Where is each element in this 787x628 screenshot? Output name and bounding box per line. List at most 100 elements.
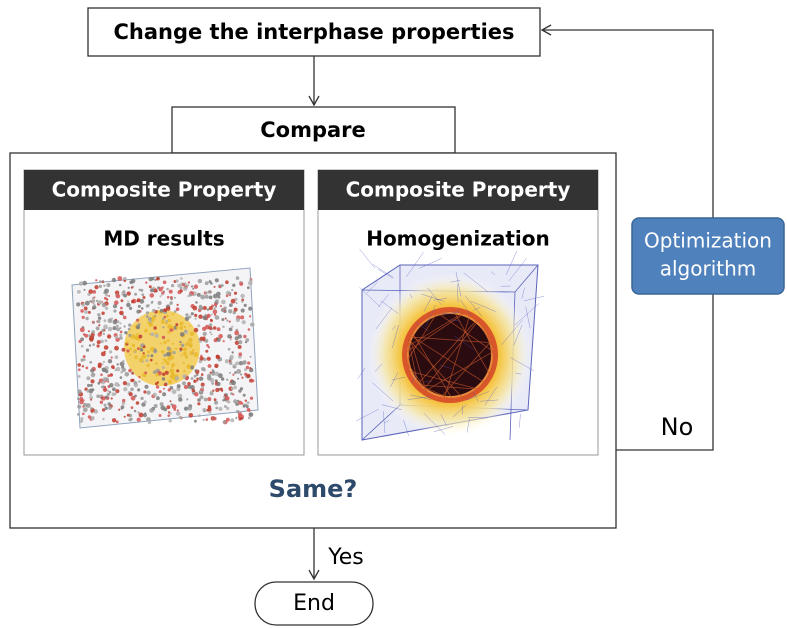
texture (418, 258, 442, 269)
texture (209, 390, 214, 395)
texture (440, 340, 492, 399)
texture (144, 384, 149, 389)
texture (131, 299, 135, 304)
texture (124, 372, 130, 377)
texture (198, 305, 204, 310)
texture (249, 315, 252, 318)
texture (82, 407, 88, 413)
texture (216, 327, 221, 332)
texture (198, 414, 201, 417)
texture (175, 323, 179, 327)
texture (92, 290, 97, 294)
texture (513, 324, 523, 346)
texture (112, 387, 116, 392)
texture (240, 308, 245, 313)
texture (104, 288, 109, 294)
texture (163, 315, 167, 319)
texture (176, 303, 179, 306)
texture (103, 324, 108, 330)
texture (233, 385, 237, 390)
texture (119, 336, 123, 340)
texture (120, 306, 123, 310)
texture (116, 363, 119, 366)
texture (481, 374, 490, 387)
texture (437, 312, 495, 353)
texture (239, 282, 244, 286)
texture (138, 375, 141, 379)
texture (212, 326, 217, 330)
texture (145, 281, 148, 284)
texture (150, 332, 155, 337)
texture (238, 340, 243, 345)
texture (241, 402, 244, 405)
texture (92, 321, 95, 324)
texture (116, 324, 119, 328)
texture (163, 340, 167, 345)
texture (102, 417, 105, 421)
panel-header (318, 170, 598, 210)
panel-title: MD results (103, 227, 224, 251)
texture (183, 369, 186, 373)
texture (424, 350, 495, 392)
texture (160, 293, 164, 296)
texture (151, 277, 155, 281)
texture (103, 345, 109, 350)
texture (142, 352, 145, 355)
texture (88, 344, 92, 347)
texture (117, 276, 123, 281)
homogenization-image (356, 248, 545, 441)
texture (84, 310, 88, 314)
texture (89, 395, 93, 400)
texture (232, 283, 236, 287)
texture (114, 345, 119, 351)
texture (205, 291, 209, 295)
texture (159, 295, 162, 298)
texture (200, 390, 203, 393)
texture (130, 335, 135, 339)
texture (103, 403, 107, 407)
texture (122, 360, 125, 363)
texture (215, 299, 219, 303)
texture (80, 309, 84, 313)
texture (193, 379, 197, 383)
texture (106, 392, 111, 396)
texture (197, 278, 203, 284)
texture (97, 316, 102, 320)
texture (213, 285, 216, 288)
texture (204, 313, 207, 316)
texture (214, 363, 219, 368)
texture (119, 330, 123, 334)
texture (89, 337, 94, 342)
texture (221, 299, 226, 305)
texture (121, 401, 126, 405)
texture (409, 336, 427, 393)
texture (159, 308, 164, 313)
texture (178, 397, 183, 402)
texture (206, 356, 211, 361)
texture (208, 326, 213, 330)
texture (205, 418, 209, 421)
texture (408, 339, 419, 386)
texture (116, 327, 120, 332)
texture (171, 284, 175, 288)
texture (166, 346, 171, 351)
texture (150, 301, 153, 305)
texture (244, 372, 248, 376)
texture (149, 288, 155, 293)
texture (104, 406, 108, 410)
texture (167, 411, 171, 414)
texture (127, 327, 131, 331)
texture (234, 330, 240, 336)
texture (190, 312, 194, 316)
texture (501, 319, 523, 345)
texture (237, 399, 240, 403)
texture (77, 363, 81, 367)
texture (147, 354, 150, 357)
texture (128, 392, 133, 397)
texture (187, 406, 192, 411)
texture (235, 276, 240, 280)
texture (93, 303, 96, 306)
texture (136, 309, 141, 314)
texture (229, 303, 233, 307)
texture (145, 359, 149, 363)
